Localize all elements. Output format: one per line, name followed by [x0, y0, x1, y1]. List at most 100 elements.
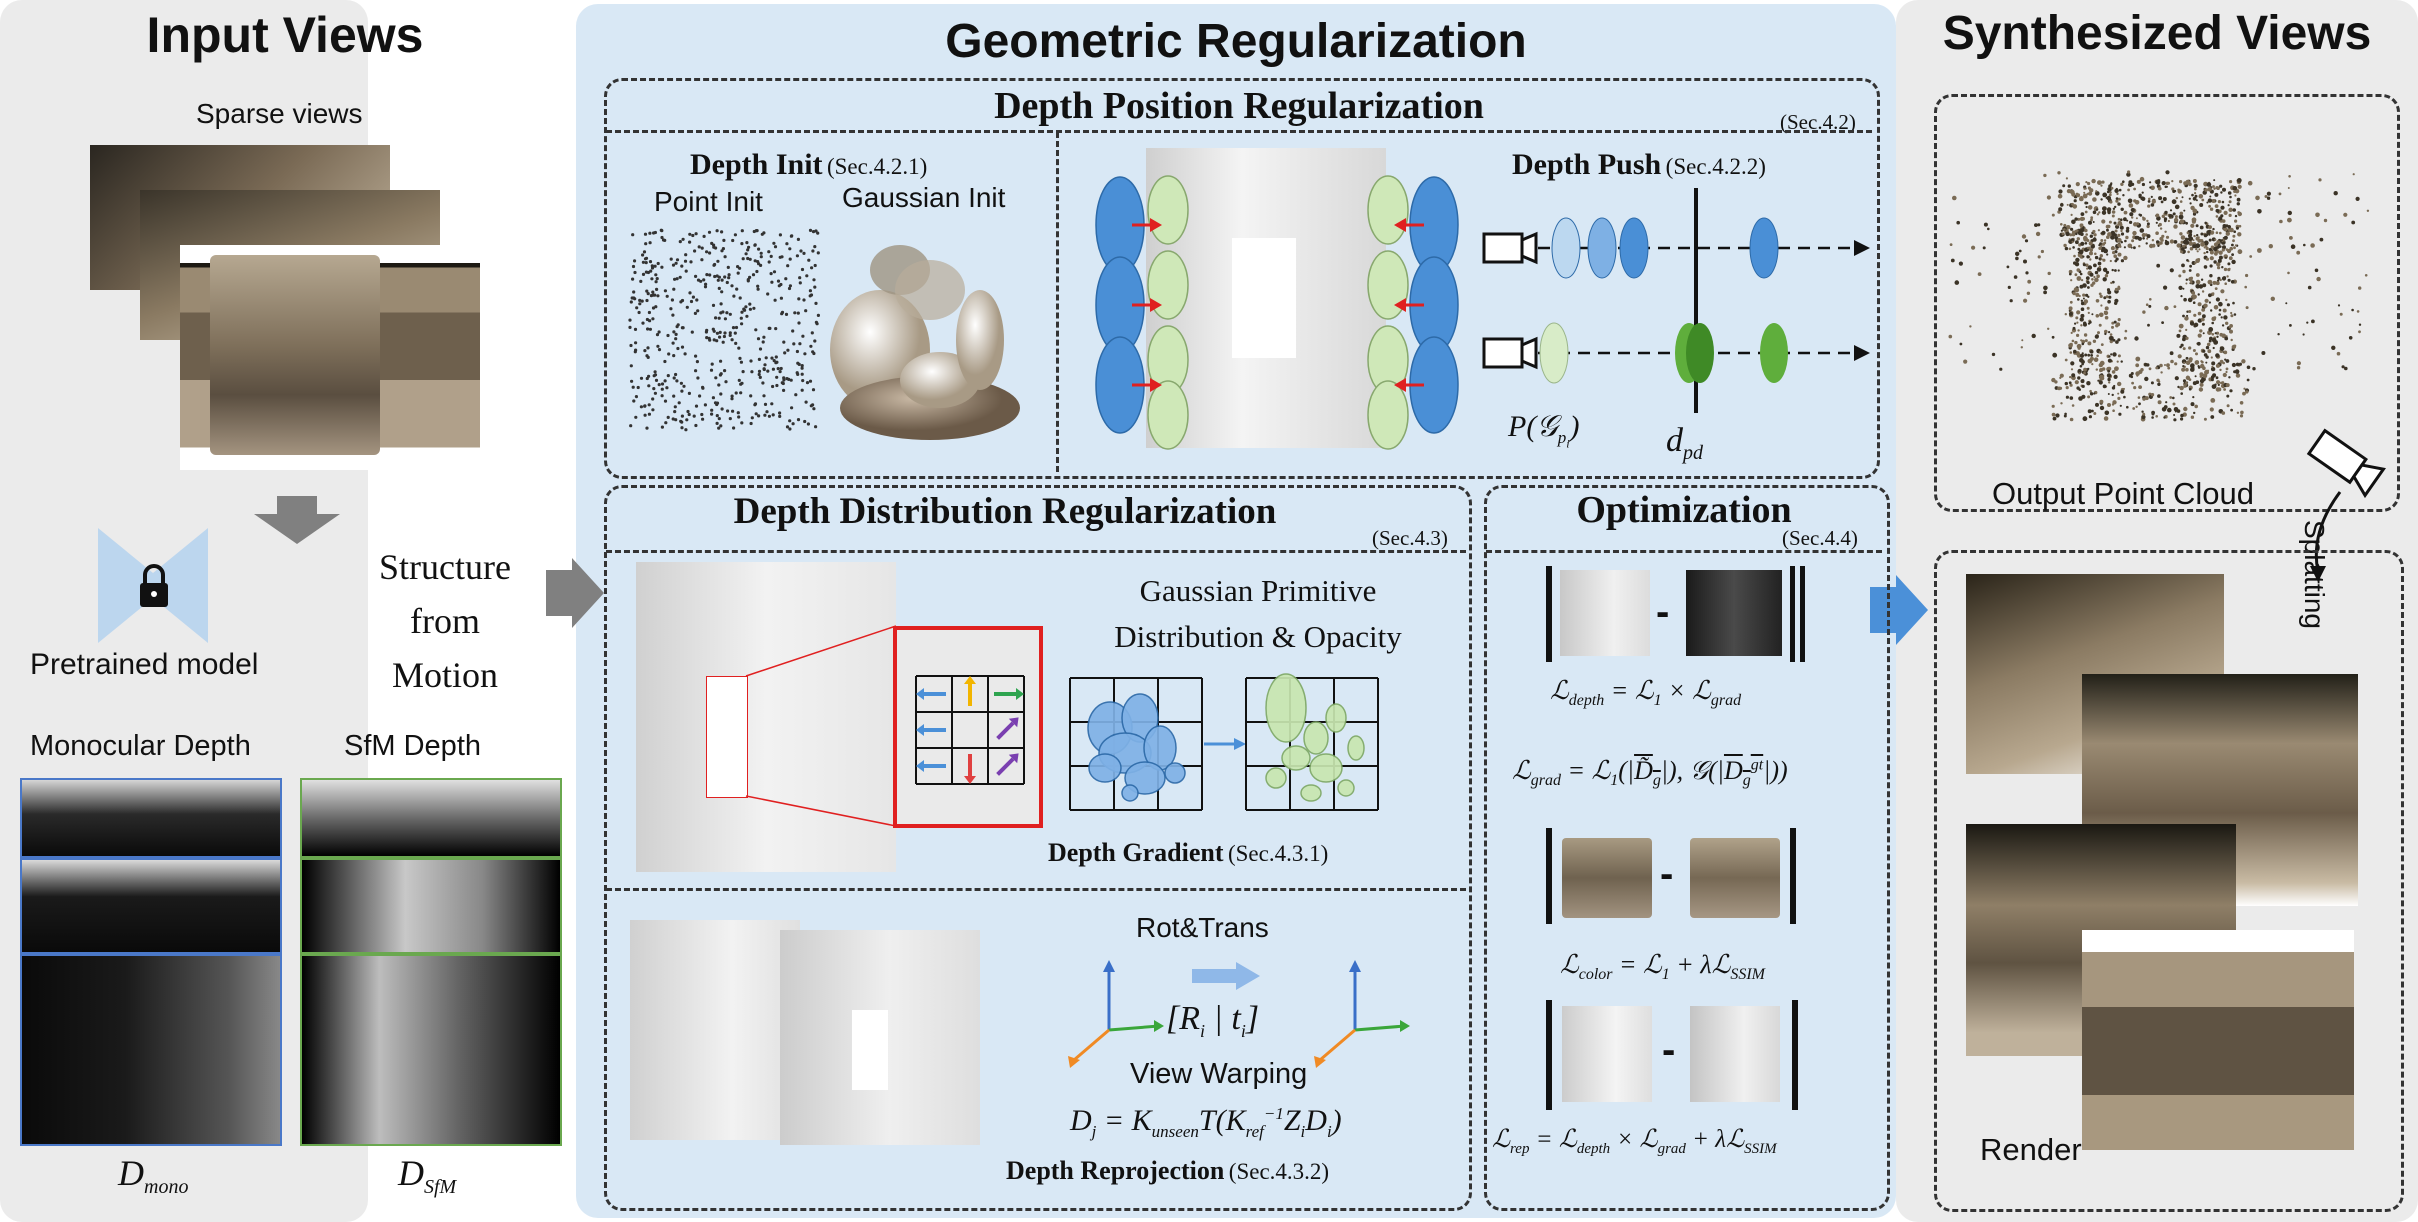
push-arrowhead: [1150, 218, 1162, 232]
cloud-point: [2099, 254, 2103, 258]
init-point: [728, 331, 732, 335]
cloud-point: [2161, 321, 2164, 324]
cloud-point: [2228, 376, 2231, 379]
cloud-point: [2223, 210, 2228, 215]
cloud-point: [2094, 334, 2099, 339]
cloud-point: [2336, 351, 2341, 356]
cloud-point: [2245, 273, 2249, 278]
init-point: [631, 233, 635, 237]
primitive-gaussian: [1303, 721, 1329, 755]
init-point: [660, 382, 665, 386]
cloud-point: [2093, 275, 2096, 279]
cloud-point: [2189, 321, 2195, 326]
cloud-point: [2123, 255, 2128, 261]
gaussian-green: [1147, 250, 1189, 320]
cloud-point: [2180, 240, 2184, 244]
init-point: [716, 278, 720, 282]
init-point: [680, 298, 685, 303]
cloud-point: [2086, 246, 2089, 249]
init-point: [741, 257, 745, 261]
cloud-point: [2220, 381, 2223, 385]
cloud-point: [2162, 197, 2167, 201]
init-point: [703, 403, 707, 407]
init-point: [813, 339, 817, 343]
init-point: [744, 305, 748, 309]
cloud-point: [2155, 366, 2159, 370]
init-point: [759, 263, 763, 267]
cloud-point: [2355, 196, 2360, 201]
cloud-point: [2120, 360, 2123, 363]
cloud-point: [2316, 276, 2321, 282]
cloud-point: [2364, 274, 2368, 277]
cloud-point: [2165, 170, 2170, 175]
init-point: [671, 417, 675, 421]
init-point: [674, 418, 678, 422]
cloud-point: [2083, 321, 2087, 325]
gradient-arrowhead: [964, 676, 976, 684]
pretrained-model-label: Pretrained model: [30, 648, 259, 681]
cloud-point: [2120, 241, 2123, 244]
init-point: [669, 307, 673, 311]
init-point: [748, 275, 752, 279]
cloud-point: [2141, 233, 2146, 238]
cloud-point: [2315, 212, 2320, 218]
cloud-point: [2172, 402, 2176, 406]
init-point: [772, 241, 776, 245]
init-point: [798, 342, 802, 346]
init-point: [811, 249, 815, 253]
cloud-point: [2099, 313, 2103, 317]
cloud-point: [2233, 370, 2237, 374]
cloud-point: [2051, 404, 2055, 408]
cloud-point: [2043, 290, 2047, 295]
cloud-point: [2222, 245, 2226, 250]
camera-glyph: [1482, 337, 1524, 369]
init-point: [701, 385, 705, 389]
init-point: [808, 228, 813, 232]
cloud-point: [2108, 184, 2112, 188]
cloud-point: [2194, 187, 2197, 191]
cloud-point: [2210, 378, 2214, 382]
cloud-point: [2191, 291, 2196, 295]
cloud-point: [2142, 217, 2146, 221]
cloud-point: [2132, 230, 2137, 236]
axes-left: [1068, 960, 1164, 1068]
cloud-point: [2199, 203, 2204, 207]
init-point: [786, 264, 790, 268]
init-point: [680, 326, 684, 330]
cloud-point: [2112, 207, 2116, 210]
cloud-point: [2035, 231, 2041, 237]
gradient-zoom-box: [893, 626, 1043, 828]
cloud-point: [2215, 297, 2220, 302]
init-point: [672, 354, 676, 358]
cloud-point: [2221, 266, 2224, 269]
point-cloud-box: [1934, 94, 2400, 512]
init-point: [648, 260, 653, 264]
init-point: [756, 284, 760, 288]
cloud-point: [2079, 223, 2084, 228]
cloud-point: [2107, 232, 2112, 237]
cloud-point: [2188, 310, 2192, 313]
cloud-point: [2188, 346, 2192, 350]
axis-x: [1108, 1024, 1160, 1032]
cloud-point: [2194, 375, 2197, 378]
init-point: [653, 391, 657, 395]
cloud-point: [2118, 188, 2122, 192]
cloud-point: [2092, 221, 2095, 223]
cloud-point: [2201, 308, 2206, 312]
init-point: [763, 402, 768, 406]
cloud-point: [2101, 242, 2106, 246]
init-point: [645, 376, 649, 381]
init-point: [651, 397, 655, 401]
cloud-point: [2247, 180, 2253, 186]
init-point: [717, 383, 721, 387]
init-point: [751, 273, 756, 277]
cloud-point: [2120, 207, 2124, 211]
cloud-point: [2278, 192, 2282, 196]
cloud-point: [2034, 223, 2038, 227]
cloud-point: [2144, 396, 2149, 401]
init-point: [757, 357, 761, 361]
init-point: [678, 240, 682, 244]
cloud-point: [2226, 303, 2230, 307]
cloud-point: [2107, 393, 2110, 395]
cloud-point: [2075, 257, 2080, 263]
